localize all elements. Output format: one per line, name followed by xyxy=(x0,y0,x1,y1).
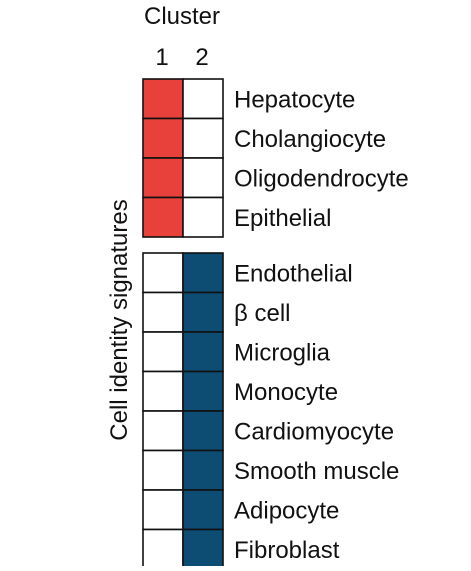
heatmap-cell-row3-col1 xyxy=(142,157,184,199)
heatmap-cell-row9-col1 xyxy=(142,410,184,452)
heatmap-cell-row7-col1 xyxy=(142,331,184,373)
heatmap-cell-row6-col1 xyxy=(142,291,184,333)
heatmap-cell-row11-col1 xyxy=(142,489,184,531)
heatmap-cell-row4-col2 xyxy=(182,196,224,238)
heatmap-cell-row4-col1 xyxy=(142,196,184,238)
heatmap-cell-row10-col1 xyxy=(142,449,184,491)
heatmap-cell-row12-col2 xyxy=(182,528,224,570)
column-label-1: 1 xyxy=(155,44,168,71)
row-label: Epithelial xyxy=(234,205,331,232)
heatmap-cell-row2-col1 xyxy=(142,117,184,159)
heatmap-cell-row8-col1 xyxy=(142,370,184,412)
row-label: Endothelial xyxy=(234,260,353,287)
row-label: Monocyte xyxy=(234,379,338,406)
row-label: Microglia xyxy=(234,339,331,366)
heatmap-cell-row2-col2 xyxy=(182,117,224,159)
row-label: β cell xyxy=(234,300,290,327)
heatmap-cell-row6-col2 xyxy=(182,291,224,333)
heatmap-cell-row5-col1 xyxy=(142,252,184,294)
chart-title: Cluster xyxy=(144,3,220,30)
row-label: Smooth muscle xyxy=(234,458,399,485)
row-label: Fibroblast xyxy=(234,537,340,564)
column-label-2: 2 xyxy=(195,44,208,71)
heatmap-cell-row11-col2 xyxy=(182,489,224,531)
row-label: Adipocyte xyxy=(234,497,339,524)
row-label: Oligodendrocyte xyxy=(234,165,409,192)
heatmap-cell-row1-col1 xyxy=(142,78,184,120)
heatmap-cell-row12-col1 xyxy=(142,528,184,570)
heatmap-cell-row7-col2 xyxy=(182,331,224,373)
heatmap-cell-row1-col2 xyxy=(182,78,224,120)
y-axis-label: Cell identity signatures xyxy=(106,199,133,440)
row-label: Cholangiocyte xyxy=(234,126,386,153)
row-label: Hepatocyte xyxy=(234,86,355,113)
row-label: Cardiomyocyte xyxy=(234,418,394,445)
row-labels: Hepatocyte Cholangiocyte Oligodendrocyte Ep… xyxy=(234,86,409,564)
heatmap-cell-row3-col2 xyxy=(182,157,224,199)
heatmap-cells xyxy=(142,78,224,570)
heatmap-cell-row9-col2 xyxy=(182,410,224,452)
heatmap-cell-row10-col2 xyxy=(182,449,224,491)
heatmap-cell-row5-col2 xyxy=(182,252,224,294)
heatmap-cell-row8-col2 xyxy=(182,370,224,412)
